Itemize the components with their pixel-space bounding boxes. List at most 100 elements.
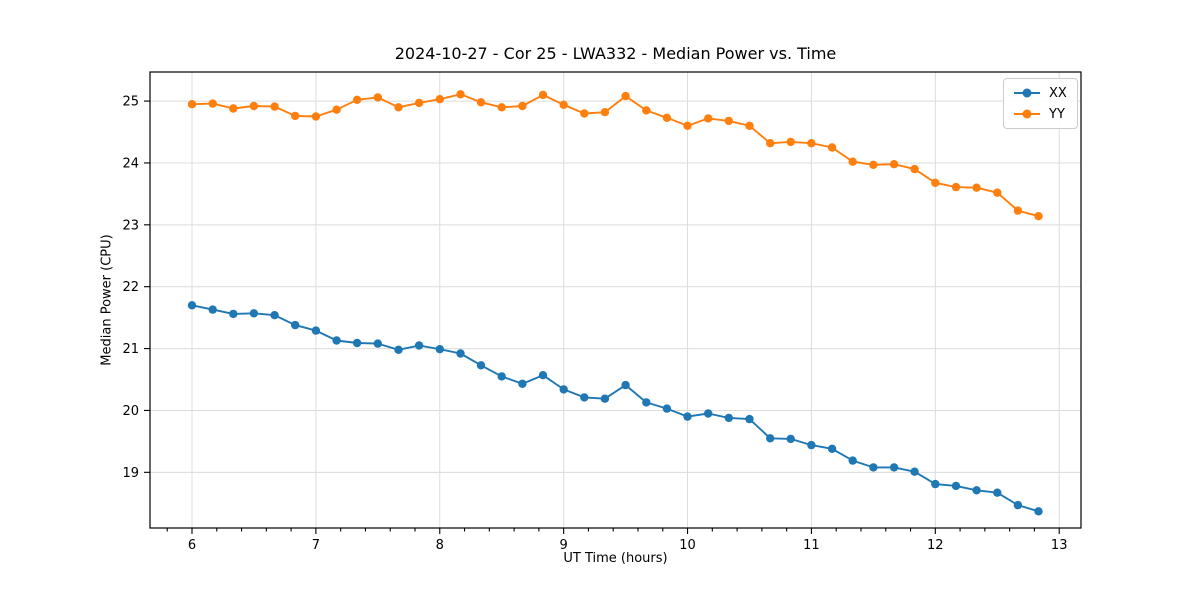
data-point-yy bbox=[642, 106, 651, 115]
data-point-xx bbox=[229, 309, 238, 319]
y-tick-label: 25 bbox=[122, 95, 139, 110]
data-point-yy bbox=[187, 100, 197, 109]
data-point-xx bbox=[683, 412, 692, 421]
legend-label-yy: YY bbox=[1049, 106, 1065, 122]
data-point-xx bbox=[600, 394, 610, 403]
data-point-yy bbox=[373, 93, 382, 102]
data-point-xx bbox=[476, 361, 486, 370]
data-point-yy bbox=[889, 160, 899, 169]
data-point-yy bbox=[456, 90, 465, 99]
data-point-xx bbox=[745, 414, 754, 424]
data-point-yy bbox=[435, 95, 444, 104]
data-point-xx bbox=[518, 379, 527, 388]
data-point-yy bbox=[497, 103, 506, 112]
data-point-yy bbox=[580, 109, 589, 118]
x-tick-label: 13 bbox=[1051, 538, 1068, 553]
data-point-xx bbox=[951, 481, 961, 491]
y-tick-label: 23 bbox=[122, 218, 139, 233]
data-point-xx bbox=[373, 339, 382, 348]
data-point-xx bbox=[435, 345, 444, 354]
data-point-xx bbox=[704, 409, 713, 418]
data-point-xx bbox=[538, 371, 548, 380]
x-tick-label: 7 bbox=[312, 538, 320, 553]
data-point-xx bbox=[786, 434, 795, 444]
data-point-xx bbox=[827, 444, 837, 453]
data-point-xx bbox=[972, 486, 981, 495]
data-point-yy bbox=[518, 101, 527, 111]
data-point-yy bbox=[291, 111, 300, 121]
data-point-yy bbox=[724, 116, 733, 126]
data-point-xx bbox=[1013, 500, 1023, 510]
data-point-yy bbox=[1013, 206, 1023, 215]
y-tick-label: 19 bbox=[122, 466, 139, 481]
data-point-xx bbox=[993, 488, 1002, 497]
data-point-xx bbox=[332, 336, 341, 345]
legend: XX YY bbox=[1003, 78, 1078, 129]
data-point-yy bbox=[621, 91, 630, 101]
data-point-xx bbox=[291, 320, 300, 330]
data-point-yy bbox=[766, 139, 775, 148]
data-point-yy bbox=[559, 100, 568, 110]
data-point-xx bbox=[187, 301, 197, 310]
data-point-xx bbox=[394, 345, 403, 354]
data-point-yy bbox=[414, 98, 424, 108]
legend-line-marker-icon bbox=[1014, 88, 1040, 98]
data-point-xx bbox=[766, 434, 775, 443]
data-point-yy bbox=[869, 160, 878, 169]
data-point-xx bbox=[456, 349, 465, 358]
data-point-xx bbox=[931, 479, 940, 489]
chart-title: 2024-10-27 - Cor 25 - LWA332 - Median Po… bbox=[394, 44, 837, 63]
data-point-yy bbox=[972, 183, 981, 192]
data-point-yy bbox=[745, 121, 754, 130]
y-tick-label: 24 bbox=[122, 156, 139, 171]
legend-label-xx: XX bbox=[1049, 85, 1067, 101]
data-point-yy bbox=[332, 105, 341, 114]
data-point-yy bbox=[951, 182, 961, 192]
axes-frame bbox=[149, 71, 1082, 529]
data-point-yy bbox=[704, 114, 713, 123]
x-tick-label: 9 bbox=[560, 538, 568, 553]
data-point-yy bbox=[270, 102, 279, 111]
y-axis-label: Median Power (CPU) bbox=[99, 234, 115, 366]
x-tick-label: 8 bbox=[436, 538, 444, 553]
data-point-xx bbox=[621, 380, 630, 390]
data-point-xx bbox=[497, 372, 506, 381]
data-point-yy bbox=[1034, 212, 1043, 221]
data-point-yy bbox=[993, 188, 1002, 197]
x-tick-label: 11 bbox=[803, 538, 820, 553]
data-point-xx bbox=[869, 463, 878, 472]
data-point-xx bbox=[311, 326, 321, 335]
x-tick-label: 6 bbox=[188, 538, 196, 553]
data-point-yy bbox=[786, 137, 795, 147]
data-point-yy bbox=[662, 113, 672, 123]
legend-item-xx: XX bbox=[1012, 84, 1067, 102]
data-point-yy bbox=[208, 99, 217, 108]
data-point-xx bbox=[910, 467, 919, 476]
data-point-yy bbox=[827, 143, 837, 152]
series-line-xx bbox=[191, 304, 1039, 513]
data-point-xx bbox=[642, 398, 651, 407]
data-point-yy bbox=[538, 90, 548, 100]
data-point-yy bbox=[848, 157, 857, 166]
data-point-yy bbox=[807, 139, 816, 148]
data-point-xx bbox=[848, 456, 857, 465]
data-point-yy bbox=[249, 101, 259, 111]
legend-line-marker-icon bbox=[1014, 109, 1040, 119]
series-line-yy bbox=[191, 93, 1039, 218]
data-point-yy bbox=[476, 98, 486, 107]
y-tick-label: 21 bbox=[122, 342, 139, 357]
data-point-yy bbox=[931, 178, 940, 187]
x-tick-label: 10 bbox=[679, 538, 696, 553]
data-point-xx bbox=[662, 404, 672, 413]
data-point-xx bbox=[580, 393, 589, 402]
data-point-xx bbox=[889, 463, 899, 472]
legend-item-yy: YY bbox=[1012, 105, 1067, 123]
x-tick-label: 12 bbox=[927, 538, 944, 553]
data-point-xx bbox=[414, 341, 424, 350]
x-axis-label: UT Time (hours) bbox=[563, 551, 668, 566]
data-point-yy bbox=[352, 95, 362, 105]
y-tick-label: 20 bbox=[122, 404, 139, 419]
data-point-yy bbox=[311, 112, 321, 121]
